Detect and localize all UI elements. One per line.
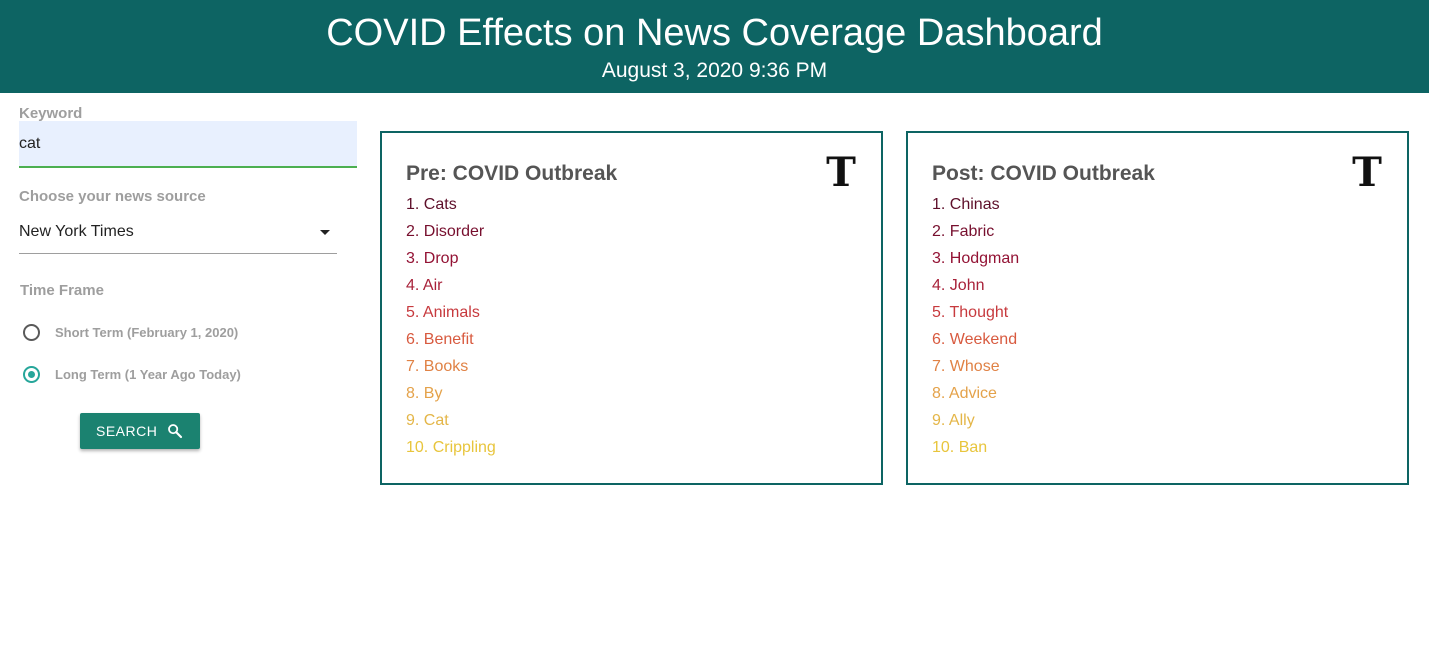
list-item: 5. Thought: [932, 304, 1009, 321]
pre-covid-title: Pre: COVID Outbreak: [406, 162, 618, 185]
radio-checked-icon[interactable]: [23, 366, 40, 383]
list-item: 7. Books: [406, 358, 469, 375]
list-item: 2. Disorder: [406, 223, 485, 240]
list-item: 6. Weekend: [932, 331, 1018, 348]
header-bar: COVID Effects on News Coverage Dashboard…: [0, 0, 1429, 93]
nyt-logo-icon: T: [1352, 153, 1382, 193]
pre-covid-keyword-list: 1. Cats 2. Disorder 3. Drop 4. Air 5. An…: [406, 191, 496, 461]
radio-long-term-label: Long Term (1 Year Ago Today): [55, 367, 241, 382]
svg-text:T: T: [1352, 153, 1382, 193]
list-item: 10. Crippling: [406, 439, 496, 456]
list-item: 9. Cat: [406, 412, 449, 429]
list-item: 4. John: [932, 277, 985, 294]
list-item: 1. Chinas: [932, 196, 1000, 213]
post-covid-keyword-list: 1. Chinas 2. Fabric 3. Hodgman 4. John 5…: [932, 191, 1019, 461]
search-button[interactable]: SEARCH: [80, 413, 200, 449]
page-datetime: August 3, 2020 9:36 PM: [601, 59, 828, 82]
time-frame-label: Time Frame: [20, 282, 104, 299]
sidebar: Keyword Choose your news source New York…: [0, 93, 360, 647]
keyword-input[interactable]: [19, 121, 357, 168]
list-item: 7. Whose: [932, 358, 1000, 375]
radio-unchecked-icon[interactable]: [23, 324, 40, 341]
list-item: 10. Ban: [932, 439, 988, 456]
post-covid-title: Post: COVID Outbreak: [932, 162, 1155, 185]
list-item: 3. Hodgman: [932, 250, 1020, 267]
list-item: 8. Advice: [932, 385, 997, 402]
keyword-label: Keyword: [19, 105, 83, 122]
search-icon: [168, 424, 183, 439]
list-item: 5. Animals: [406, 304, 480, 321]
radio-short-term-label: Short Term (February 1, 2020): [55, 325, 239, 340]
search-button-label: SEARCH: [96, 423, 158, 439]
pre-covid-card: Pre: COVID Outbreak T 1. Cats 2. Disorde…: [380, 131, 883, 485]
radio-dot: [28, 371, 35, 378]
news-source-selected-value: New York Times: [19, 223, 134, 240]
post-covid-card: Post: COVID Outbreak T 1. Chinas 2. Fabr…: [906, 131, 1409, 485]
nyt-logo-icon: T: [826, 153, 856, 193]
list-item: 9. Ally: [932, 412, 975, 429]
news-source-select[interactable]: New York Times: [19, 220, 337, 254]
list-item: 3. Drop: [406, 250, 459, 267]
list-item: 8. By: [406, 385, 443, 402]
caret-down-icon: [320, 230, 330, 235]
list-item: 2. Fabric: [932, 223, 995, 240]
list-item: 6. Benefit: [406, 331, 474, 348]
news-source-label: Choose your news source: [19, 188, 206, 205]
list-item: 1. Cats: [406, 196, 457, 213]
page-title: COVID Effects on News Coverage Dashboard: [326, 12, 1103, 54]
list-item: 4. Air: [406, 277, 443, 294]
svg-text:T: T: [826, 153, 856, 193]
